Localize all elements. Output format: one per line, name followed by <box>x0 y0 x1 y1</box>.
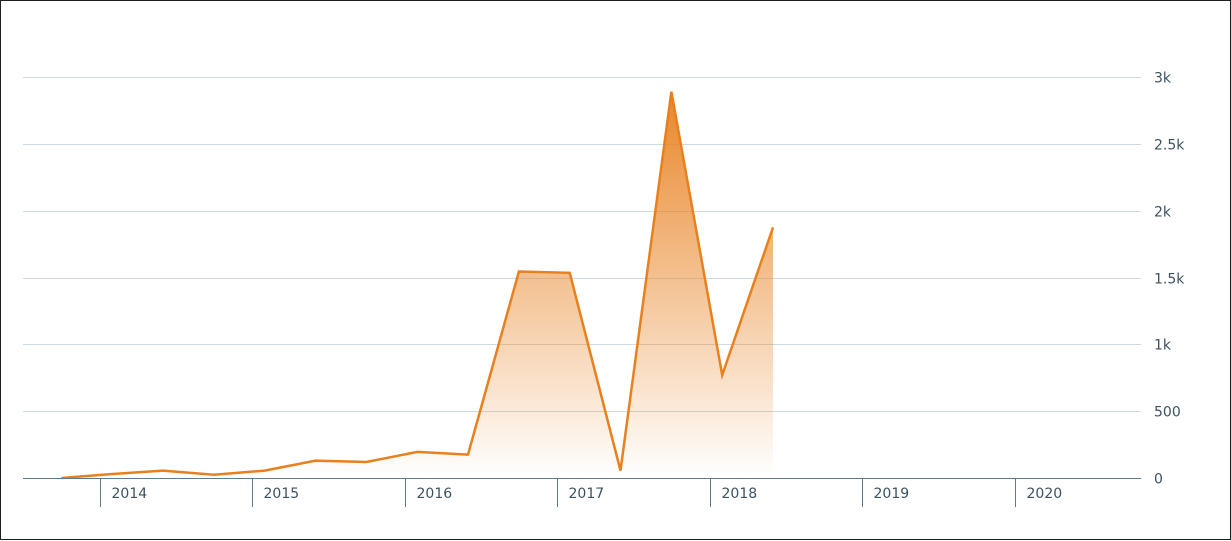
y-tick-label: 1.5k <box>1154 272 1185 288</box>
y-tick-label: 1k <box>1154 338 1172 354</box>
x-tick-label: 2020 <box>1027 486 1063 502</box>
series-line <box>61 91 775 480</box>
axes: 0 500 1k 1.5k 2k 2.5k 3k 2014 2015 2016 2017 2018 20… <box>23 71 1185 507</box>
area-fill-layer <box>61 91 773 478</box>
x-tick-label: 2018 <box>722 486 758 502</box>
x-tick-label: 2015 <box>264 486 300 502</box>
x-tick-label: 2016 <box>417 486 453 502</box>
x-tick-label: 2017 <box>569 486 605 502</box>
grid <box>23 77 1141 412</box>
y-tick-label: 3k <box>1154 71 1172 87</box>
series-area <box>61 91 773 478</box>
y-tick-label: 500 <box>1154 405 1181 421</box>
y-tick-label: 2k <box>1154 205 1172 221</box>
y-tick-label: 0 <box>1154 472 1163 488</box>
y-tick-label: 2.5k <box>1154 138 1185 154</box>
series-line-layer <box>61 91 775 480</box>
x-tick-label: 2014 <box>112 486 148 502</box>
x-tick-label: 2019 <box>874 486 910 502</box>
